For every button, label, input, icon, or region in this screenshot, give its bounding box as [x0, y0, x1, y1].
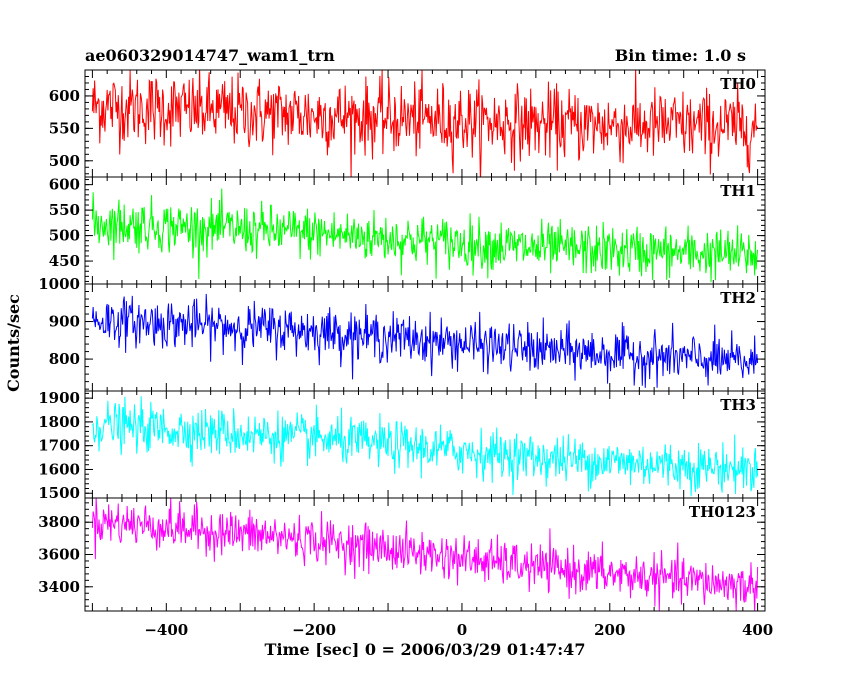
- y-tick-label: 900: [49, 313, 80, 331]
- series-th3-line: [91, 396, 759, 497]
- y-tick-label: 1500: [38, 484, 80, 502]
- y-tick-label: 600: [49, 176, 80, 194]
- panel-th3: 1500 1600 1700 1800 1900 TH3: [38, 389, 766, 502]
- y-tick-label: 3800: [38, 513, 80, 531]
- panel-th0123: 3400 3600 3800 TH0123: [38, 497, 766, 612]
- y-tick-label: 600: [49, 87, 80, 105]
- panel-label: TH0123: [689, 503, 756, 521]
- bin-time-label: Bin time: 1.0 s: [615, 46, 746, 65]
- y-axis-label: Counts/sec: [4, 294, 23, 392]
- panel-frame: [84, 176, 766, 285]
- panel-frame: [84, 497, 766, 612]
- y-tick-label: 1600: [38, 460, 80, 478]
- y-tick-label: 550: [49, 119, 80, 137]
- y-tick-label: 3400: [38, 578, 80, 596]
- y-tick-label: 1000: [38, 275, 80, 293]
- x-tick-label: −400: [144, 621, 188, 639]
- series-th0-line: [91, 70, 759, 177]
- y-tick-label: 450: [49, 252, 80, 270]
- x-tick-label: 0: [457, 621, 467, 639]
- series-th2-line: [91, 293, 759, 388]
- panel-label: TH0: [720, 75, 756, 93]
- y-tick-label: 800: [49, 350, 80, 368]
- x-tick-label: 400: [742, 621, 773, 639]
- x-axis-label: Time [sec] 0 = 2006/03/29 01:47:47: [265, 640, 586, 659]
- series-th1-line: [91, 188, 759, 283]
- y-tick-label: 500: [49, 227, 80, 245]
- y-tick-label: 3600: [38, 546, 80, 564]
- panel-th2: 800 900 1000 TH2: [38, 275, 766, 392]
- x-axis: −400 −200 0 200 400: [144, 621, 773, 639]
- panel-label: TH1: [720, 182, 756, 200]
- y-tick-label: 500: [49, 152, 80, 170]
- y-tick-label: 1700: [38, 437, 80, 455]
- panels: 500 550 600 TH0 450 500 550 600 TH1 800 900 1000 TH2…: [38, 69, 766, 612]
- panel-label: TH2: [720, 289, 756, 307]
- y-tick-label: 1800: [38, 413, 80, 431]
- x-tick-label: −200: [292, 621, 336, 639]
- y-tick-label: 1900: [38, 389, 80, 407]
- series-th0123-line: [91, 498, 759, 611]
- y-tick-label: 550: [49, 201, 80, 219]
- chart-title: ae060329014747_wam1_trn: [85, 46, 335, 65]
- panel-th1: 450 500 550 600 TH1: [49, 176, 766, 285]
- panel-label: TH3: [720, 396, 756, 414]
- x-tick-label: 200: [594, 621, 625, 639]
- panel-th0: 500 550 600 TH0: [49, 69, 766, 178]
